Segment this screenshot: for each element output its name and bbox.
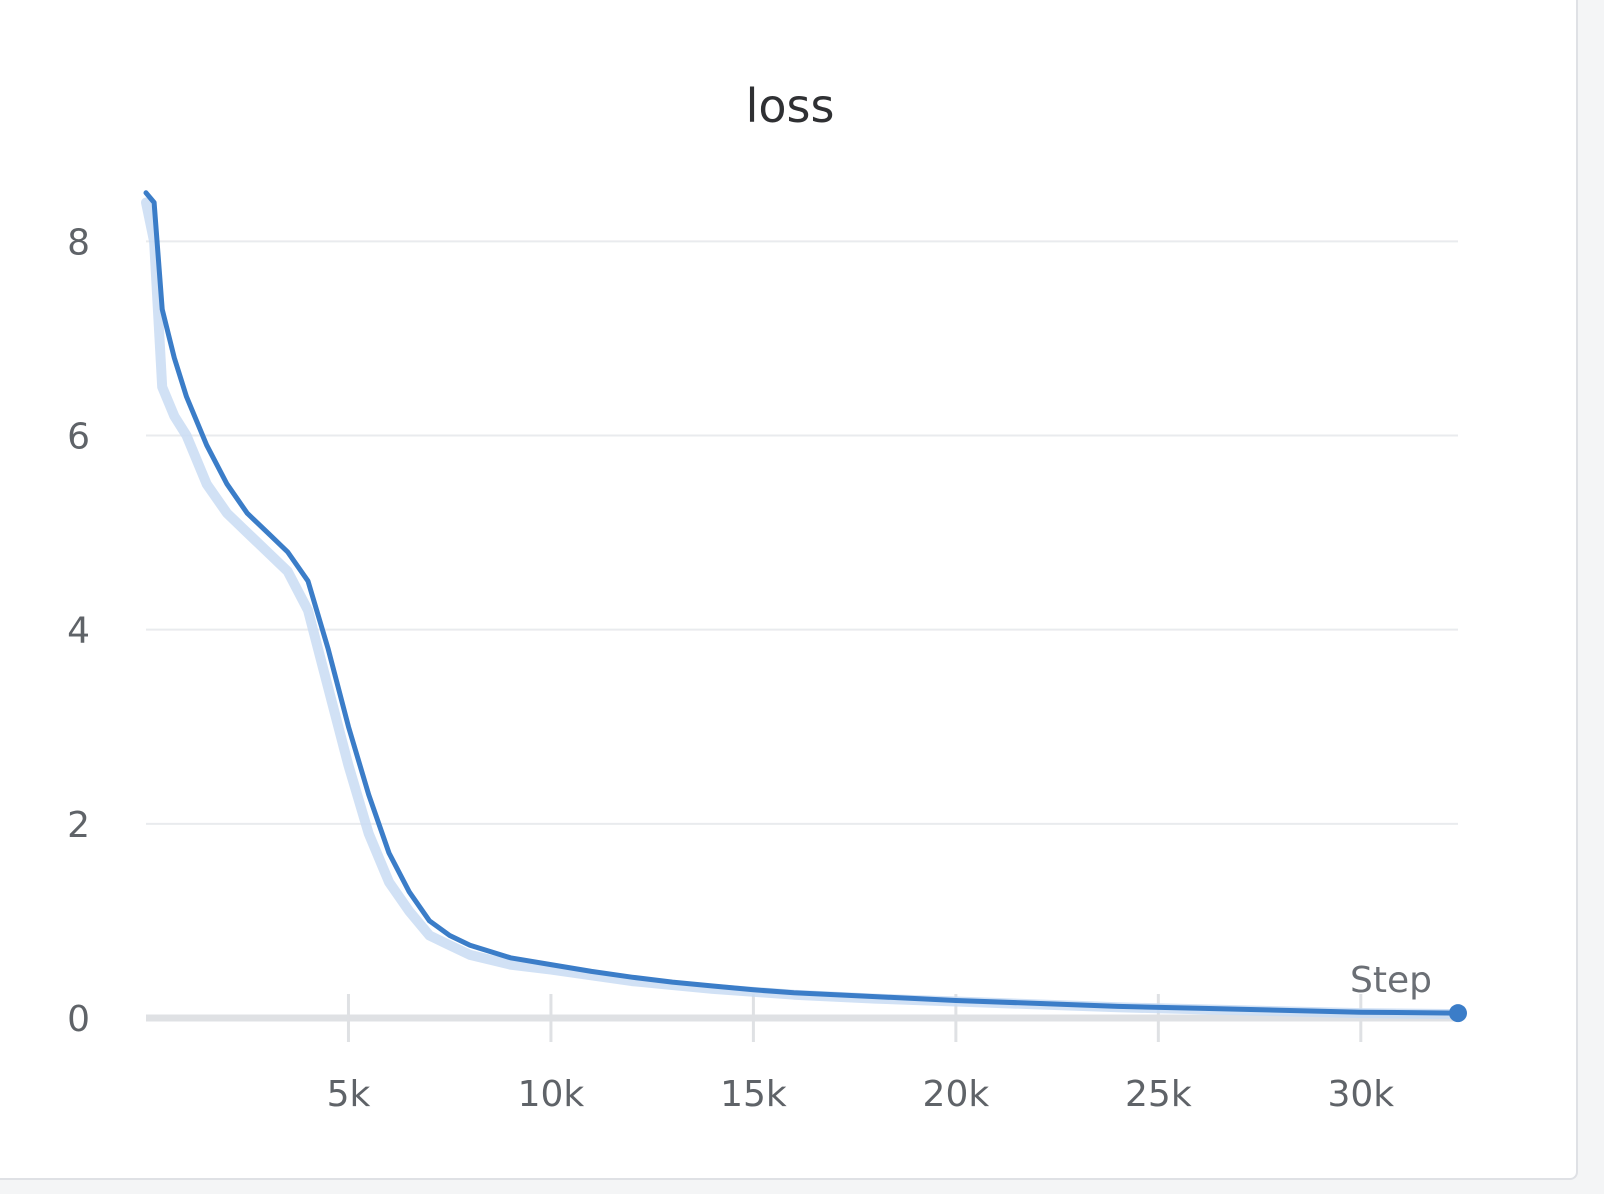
smoothed-loss-line	[143, 190, 1461, 1016]
x-tick-label: 20k	[923, 1074, 990, 1115]
y-axis: 0 2 4 6 8	[67, 222, 90, 1040]
last-point-marker	[1449, 1004, 1467, 1023]
chart-title: loss	[746, 79, 835, 133]
y-tick-label: 0	[67, 999, 90, 1040]
y-tick-label: 2	[67, 805, 90, 846]
x-axis-label: Step	[1350, 960, 1432, 1001]
x-axis: 5k 10k 15k 20k 25k 30k	[146, 994, 1458, 1115]
x-tick-label: 30k	[1327, 1074, 1394, 1115]
series-lines	[141, 190, 1467, 1023]
y-tick-label: 6	[67, 417, 90, 458]
x-tick-label: 15k	[720, 1074, 787, 1115]
x-tick-label: 25k	[1125, 1074, 1192, 1115]
raw-loss-line	[141, 197, 1463, 1020]
x-tick-label: 5k	[327, 1074, 371, 1115]
y-tick-label: 8	[67, 222, 90, 263]
x-tick-label: 10k	[518, 1074, 585, 1115]
y-tick-label: 4	[67, 611, 90, 652]
chart-panel	[0, 0, 1578, 1180]
